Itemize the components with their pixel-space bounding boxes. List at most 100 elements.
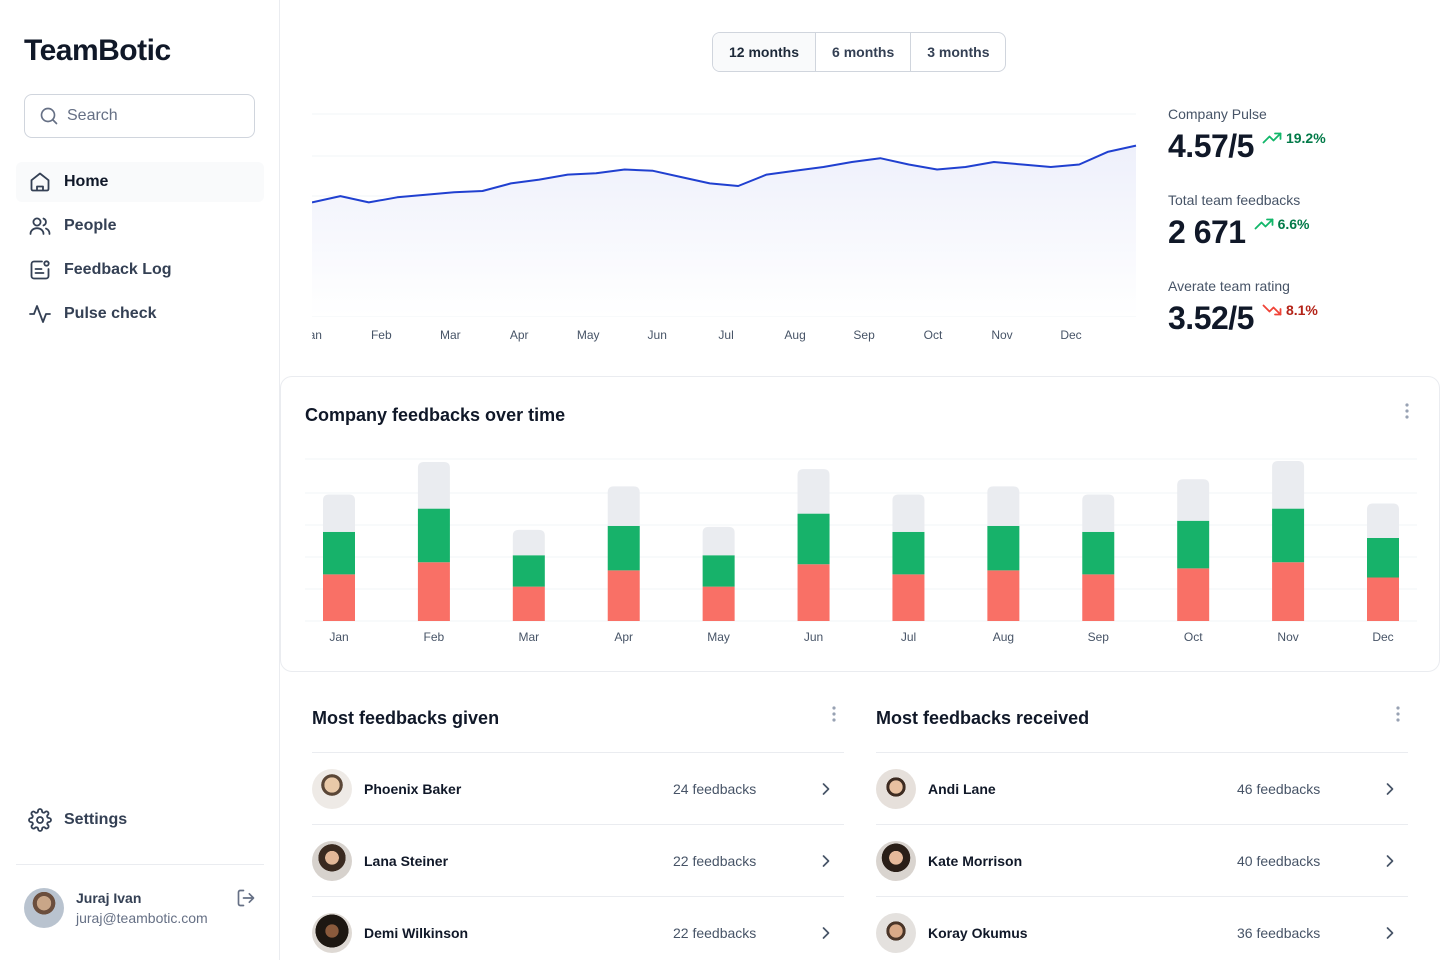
bar-segment [323, 494, 355, 532]
bar-segment [417, 508, 450, 563]
list-rows: Phoenix Baker 24 feedbacks Lana Steiner … [312, 753, 844, 960]
pulse-area [312, 145, 1136, 316]
stat-avg-rating: Averate team rating 3.52/5 8.1% [1168, 276, 1418, 362]
more-vertical-icon[interactable] [824, 704, 844, 724]
bar-segment [987, 486, 1020, 526]
sidebar-item-settings[interactable]: Settings [16, 800, 264, 840]
x-tick-label: Mar [518, 630, 539, 644]
stat-delta-value: 19.2% [1285, 130, 1326, 146]
bar-segment [702, 555, 735, 587]
sidebar-item-label: Pulse check [64, 305, 157, 322]
stat-label: Total team feedbacks [1168, 192, 1301, 208]
trend-up-icon [1262, 132, 1282, 144]
list-item[interactable]: Koray Okumus 36 feedbacks [876, 897, 1408, 960]
chevron-right-icon[interactable] [816, 851, 836, 871]
x-tick-label: Dec [1060, 328, 1081, 342]
stat-label: Averate team rating [1168, 278, 1290, 294]
activity-icon [29, 305, 51, 323]
search-icon [40, 107, 58, 125]
person-name: Lana Steiner [364, 852, 449, 869]
stat-delta-value: 8.1% [1285, 302, 1318, 318]
sidebar-item-feedback-log[interactable]: Feedback Log [16, 250, 264, 290]
avatar [876, 768, 916, 809]
person-name: Kate Morrison [928, 852, 1023, 869]
sidebar-item-people[interactable]: People [16, 206, 264, 246]
person-name: Demi Wilkinson [364, 924, 469, 941]
range-12-months[interactable]: 12 months [713, 33, 817, 71]
bar-segment [987, 570, 1020, 621]
trend-down-icon [1262, 304, 1282, 316]
stat-total-feedbacks: Total team feedbacks 2 671 6.6% [1168, 190, 1418, 276]
list-item[interactable]: Phoenix Baker 24 feedbacks [312, 753, 844, 825]
x-tick-label: Nov [991, 328, 1012, 342]
range-3-months[interactable]: 3 months [927, 44, 990, 60]
bar-segment [607, 525, 640, 571]
x-tick-label: Jan [329, 630, 348, 644]
search-box[interactable] [24, 94, 255, 138]
chevron-right-icon[interactable] [1380, 923, 1400, 943]
bar-segment [417, 462, 450, 509]
more-vertical-icon[interactable] [1397, 401, 1417, 421]
more-vertical-icon[interactable] [1388, 704, 1408, 724]
search-input[interactable] [67, 107, 247, 125]
avatar [312, 912, 352, 953]
x-tick-label: Jul [718, 328, 733, 342]
stat-value: 2 671 [1168, 214, 1246, 250]
stat-delta: 19.2% [1262, 128, 1326, 148]
list-item[interactable]: Andi Lane 46 feedbacks [876, 753, 1408, 825]
list-item[interactable]: Lana Steiner 22 feedbacks [312, 825, 844, 897]
brand-logo[interactable]: TeamBotic [24, 34, 171, 67]
x-tick-label: Jan [312, 328, 322, 342]
feedback-count: 46 feedbacks [1237, 780, 1321, 797]
list-title: Most feedbacks received [876, 708, 1090, 728]
avatar [876, 912, 916, 953]
bar-segment [512, 586, 545, 621]
bar-segment [607, 570, 640, 621]
bar-segment [417, 562, 450, 621]
bar-segment [1177, 479, 1210, 521]
bar-segment [987, 525, 1020, 571]
chevron-right-icon[interactable] [816, 923, 836, 943]
list-title: Most feedbacks given [312, 708, 500, 728]
logout-icon[interactable] [236, 888, 256, 908]
bar-segment [512, 529, 545, 556]
person-name: Andi Lane [928, 780, 996, 797]
sidebar-item-pulse-check[interactable]: Pulse check [16, 294, 264, 334]
bar-segment [1367, 537, 1399, 578]
person-name: Phoenix Baker [364, 780, 462, 797]
x-tick-label: Nov [1277, 630, 1298, 644]
bar-segment [702, 586, 735, 621]
user-name: Juraj Ivan [76, 890, 142, 906]
chevron-right-icon[interactable] [1380, 779, 1400, 799]
stat-label: Company Pulse [1168, 106, 1267, 122]
avatar [312, 840, 352, 881]
stat-company-pulse: Company Pulse 4.57/5 19.2% [1168, 104, 1418, 190]
sidebar: TeamBotic Home People Feedback Log Pulse… [0, 0, 280, 960]
x-tick-label: Aug [993, 630, 1014, 644]
x-tick-label: Feb [371, 328, 392, 342]
feedbacks-bar-chart: Jan Feb Mar Apr May Jun Jul Aug Sep Oct Nov Dec [305, 458, 1417, 644]
chevron-right-icon[interactable] [1380, 851, 1400, 871]
feedback-count: 40 feedbacks [1237, 852, 1321, 869]
feedback-count: 22 feedbacks [673, 924, 757, 941]
x-tick-label: Oct [1184, 630, 1203, 644]
stat-delta: 8.1% [1262, 300, 1318, 320]
avatar[interactable] [24, 888, 64, 928]
list-item[interactable]: Kate Morrison 40 feedbacks [876, 825, 1408, 897]
sidebar-item-label: Settings [64, 811, 128, 828]
x-tick-label: Aug [784, 328, 805, 342]
bar-segment [1082, 531, 1115, 575]
sidebar-item-home[interactable]: Home [16, 162, 264, 202]
range-6-months[interactable]: 6 months [816, 33, 912, 71]
sidebar-item-label: Feedback Log [64, 261, 172, 278]
sidebar-item-label: People [64, 217, 117, 234]
chevron-right-icon[interactable] [816, 779, 836, 799]
person-name: Koray Okumus [928, 924, 1028, 941]
card-title: Company feedbacks over time [305, 405, 566, 425]
time-range-toggle: 12 months 6 months 3 months [712, 32, 1007, 72]
x-tick-label: Jul [901, 630, 916, 644]
list-item[interactable]: Demi Wilkinson 22 feedbacks [312, 897, 844, 960]
x-tick-label: Feb [424, 630, 445, 644]
main-nav: Home People Feedback Log Pulse check [16, 162, 264, 338]
x-tick-label: Mar [440, 328, 461, 342]
